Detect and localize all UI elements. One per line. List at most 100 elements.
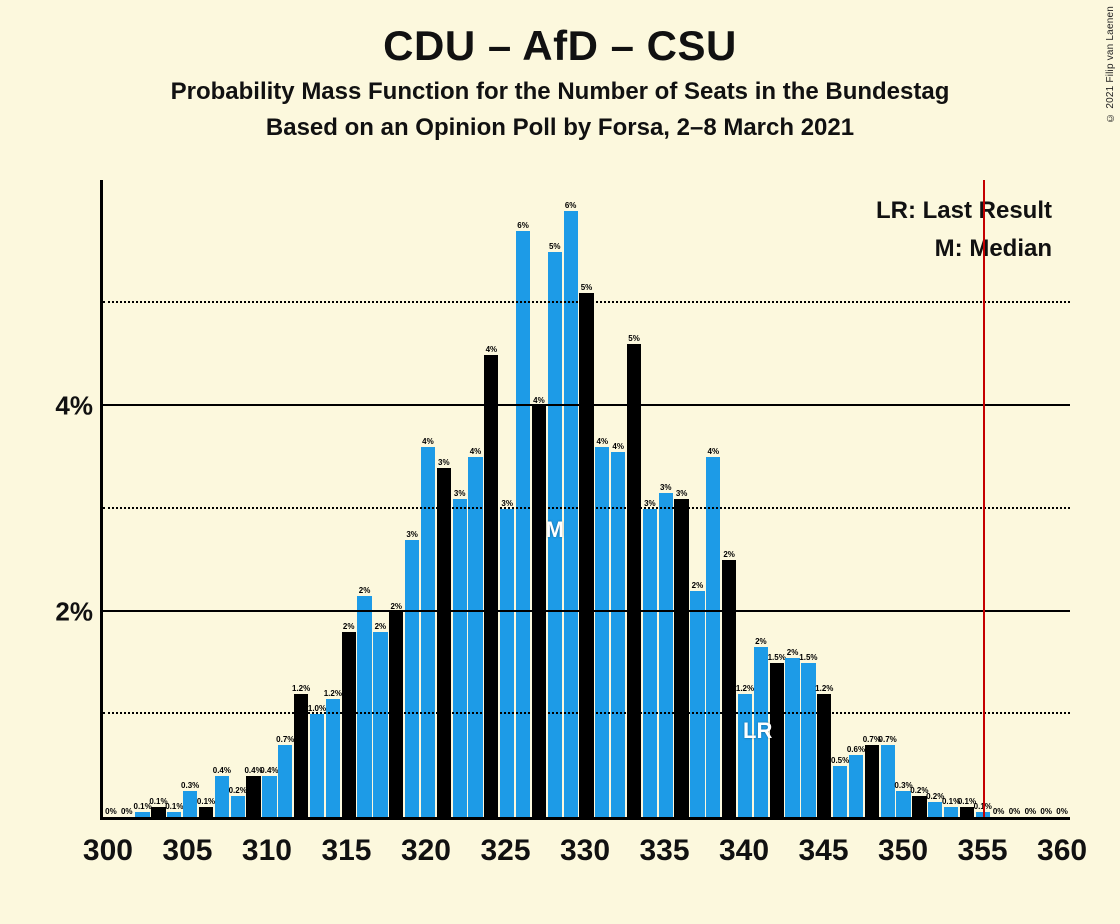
bar-value-label: 0.6% <box>847 745 865 755</box>
y-tick-label: 2% <box>55 596 103 627</box>
bar: 0.1% <box>976 812 990 817</box>
copyright-text: © 2021 Filip van Laenen <box>1105 6 1116 123</box>
bar-value-label: 0% <box>1056 807 1068 817</box>
x-tick-label: 325 <box>480 834 530 868</box>
bar: 0.4% <box>215 776 229 817</box>
bar-value-label: 3% <box>676 489 688 499</box>
bar-slot: 6% <box>515 180 531 817</box>
bar-slot: 3% <box>642 180 658 817</box>
x-tick-label: 310 <box>242 834 292 868</box>
bar-value-label: 0.1% <box>165 802 183 812</box>
bar: 0.1% <box>167 812 181 817</box>
bar-slot: 0.1% <box>959 180 975 817</box>
bar: 0.3% <box>896 791 910 817</box>
bar-slot: 0.7% <box>864 180 880 817</box>
bar-value-label: 2% <box>723 550 735 560</box>
bar: 5% <box>627 344 641 817</box>
bar-value-label: 1.2% <box>736 684 754 694</box>
bar-slot: 4% <box>531 180 547 817</box>
bar-value-label: 0% <box>1040 807 1052 817</box>
x-tick-label: 355 <box>958 834 1008 868</box>
bar: 0.2% <box>912 796 926 817</box>
bar: 0.6% <box>849 755 863 817</box>
bar: 1.0% <box>310 714 324 817</box>
bar-slot: 0% <box>119 180 135 817</box>
bar-slot: 0.1% <box>135 180 151 817</box>
bar: 2% <box>373 632 387 817</box>
bar-value-label: 1.2% <box>324 689 342 699</box>
bar: 0.1% <box>135 812 149 817</box>
bar-value-label: 0.2% <box>229 786 247 796</box>
bar-slot: 3% <box>658 180 674 817</box>
bar-slot: 0% <box>103 180 119 817</box>
x-tick-label: 340 <box>719 834 769 868</box>
chart-subtitle-1: Probability Mass Function for the Number… <box>0 78 1120 106</box>
bar-slot: 4% <box>420 180 436 817</box>
x-axis: 300305310315320325330335340345350355360 <box>100 824 1070 874</box>
bar-value-label: 3% <box>454 489 466 499</box>
bars-container: 0%0%0.1%0.1%0.1%0.3%0.1%0.4%0.2%0.4%0.4%… <box>103 180 1070 817</box>
bar: 3% <box>437 468 451 817</box>
chart-titles: CDU – AfD – CSU Probability Mass Functio… <box>0 0 1120 142</box>
bar-value-label: 0.1% <box>974 802 992 812</box>
bar-slot: 1.2% <box>325 180 341 817</box>
bar: 2% <box>722 560 736 817</box>
bar-slot: 4% <box>468 180 484 817</box>
bar-slot: 4% <box>594 180 610 817</box>
bar: 1.5% <box>770 663 784 817</box>
gridline <box>103 712 1070 714</box>
x-tick-label: 315 <box>321 834 371 868</box>
bar: 3% <box>643 509 657 817</box>
bar-value-label: 0.1% <box>197 797 215 807</box>
bar-value-label: 1.5% <box>768 653 786 663</box>
bar-slot: 0.4% <box>262 180 278 817</box>
bar-value-label: 0% <box>1025 807 1037 817</box>
bar-slot: 3% <box>404 180 420 817</box>
bar: 2% <box>342 632 356 817</box>
bar-value-label: 0% <box>1009 807 1021 817</box>
bar-value-label: 1.5% <box>799 653 817 663</box>
bar-value-label: 1.2% <box>815 684 833 694</box>
bar-slot: 2% <box>721 180 737 817</box>
bar-slot: 2% <box>753 180 769 817</box>
bar-slot: 0.7% <box>880 180 896 817</box>
bar-slot: 0.6% <box>848 180 864 817</box>
bar-slot: 2% <box>690 180 706 817</box>
bar-value-label: 2% <box>787 648 799 658</box>
bar: 5% <box>548 252 562 817</box>
x-tick-label: 350 <box>878 834 928 868</box>
x-tick-label: 320 <box>401 834 451 868</box>
bar-slot: 0.4% <box>214 180 230 817</box>
bar: 0.2% <box>928 802 942 817</box>
bar-value-label: 4% <box>612 442 624 452</box>
bar-value-label: 0.4% <box>260 766 278 776</box>
bar: 4% <box>421 447 435 817</box>
bar-slot: 3% <box>452 180 468 817</box>
bar-value-label: 5% <box>628 334 640 344</box>
bar: 1.5% <box>801 663 815 817</box>
bar: 0.5% <box>833 766 847 817</box>
bar-value-label: 6% <box>517 221 529 231</box>
bar-slot: 3% <box>436 180 452 817</box>
bar-slot: 2% <box>785 180 801 817</box>
x-tick-label: 305 <box>162 834 212 868</box>
x-tick-label: 360 <box>1037 834 1087 868</box>
bar-value-label: 0.7% <box>879 735 897 745</box>
bar: 4% <box>468 457 482 817</box>
bar-slot: 2% <box>388 180 404 817</box>
bar-slot: 0.1% <box>975 180 991 817</box>
bar-value-label: 3% <box>406 530 418 540</box>
bar: 4% <box>706 457 720 817</box>
bar-slot: 0.3% <box>182 180 198 817</box>
bar-value-label: 5% <box>581 283 593 293</box>
bar-slot: 0.1% <box>151 180 167 817</box>
bar-value-label: 0.3% <box>181 781 199 791</box>
bar-value-label: 2% <box>692 581 704 591</box>
bar-value-label: 2% <box>343 622 355 632</box>
bar: 0.1% <box>199 807 213 817</box>
bar: 3% <box>659 493 673 817</box>
bar-slot: 4% <box>705 180 721 817</box>
bar: 2% <box>389 612 403 817</box>
bar-value-label: 3% <box>438 458 450 468</box>
bar-value-label: 0.4% <box>213 766 231 776</box>
